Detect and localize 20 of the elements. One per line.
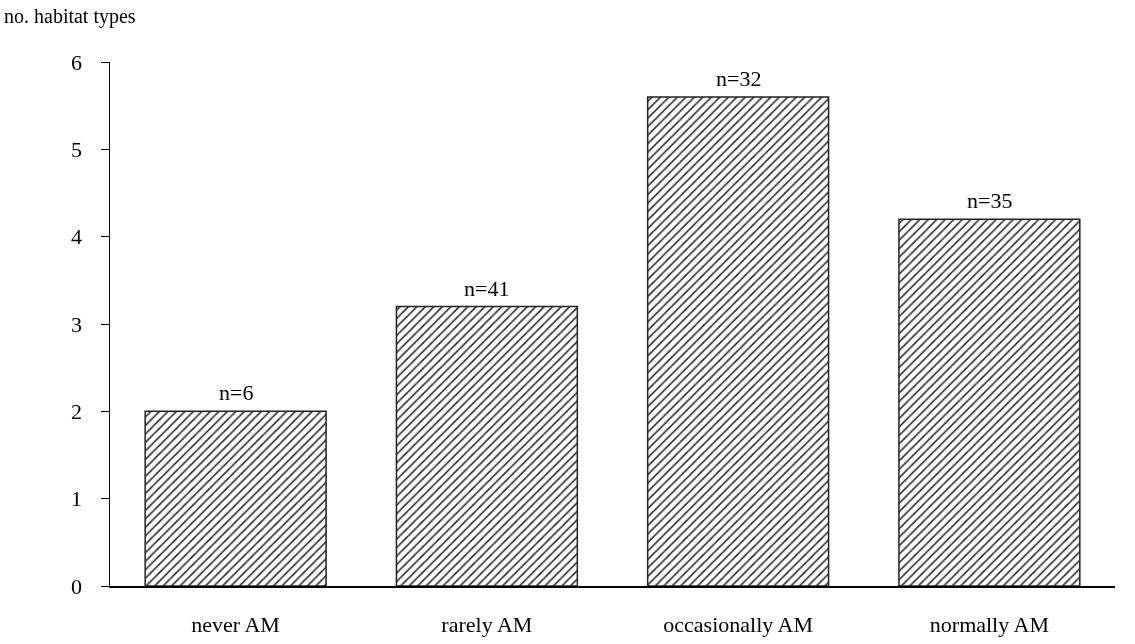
- y-tick-label: 4: [71, 224, 83, 250]
- x-tick-label: normally AM: [929, 611, 1049, 637]
- x-tick-label: rarely AM: [441, 611, 533, 637]
- y-tick-label: 5: [71, 137, 83, 163]
- y-tick-label: 1: [71, 486, 83, 512]
- bar: [144, 410, 327, 586]
- y-tick-label: 2: [71, 399, 83, 425]
- annotation: n=6: [219, 380, 254, 405]
- annotation: n=32: [716, 66, 762, 91]
- annotation: n=41: [464, 276, 510, 301]
- bar: [395, 305, 579, 586]
- bar: [898, 218, 1081, 586]
- bar: [646, 96, 830, 586]
- y-tick-label: 0: [71, 573, 83, 599]
- y-axis-title: no. habitat types: [4, 5, 136, 28]
- x-tick-label: never AM: [191, 611, 280, 637]
- y-tick-label: 3: [71, 311, 83, 337]
- x-tick-label: occasionally AM: [663, 611, 813, 637]
- annotation: n=35: [967, 188, 1013, 213]
- y-tick-label: 6: [71, 49, 83, 75]
